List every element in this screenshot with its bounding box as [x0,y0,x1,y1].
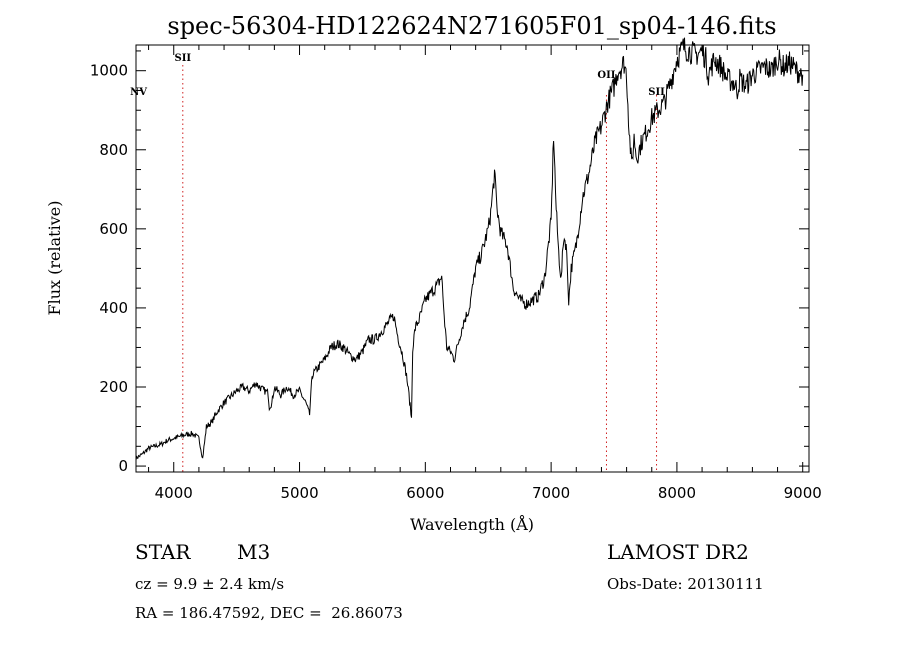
x-tick-label: 9000 [784,484,822,502]
coords-text: RA = 186.47592, DEC = 26.86073 [135,604,403,622]
object-label: STAR [135,540,191,564]
line-marker-label: OII [597,70,615,81]
y-tick-label: 800 [99,141,128,159]
y-tick-label: 1000 [90,62,128,80]
x-tick-label: 7000 [532,484,570,502]
y-tick-label: 400 [99,299,128,317]
x-tick-label: 4000 [155,484,193,502]
y-tick-label: 0 [118,457,128,475]
emission-lines: NV SII OII SII [130,53,665,472]
subclass-label: M3 [237,540,271,564]
plot-frame [135,44,810,473]
y-tick-label: 600 [99,220,128,238]
obs-date-text: Obs-Date: 20130111 [607,575,764,593]
y-tick-label: 200 [99,378,128,396]
survey-label: LAMOST DR2 [607,540,749,564]
axis-ticks: 4000 5000 6000 7000 8000 9000 0 200 400 600 800 100… [90,45,822,502]
x-tick-label: 8000 [658,484,696,502]
line-marker-label: SII [648,87,665,98]
spectrum-line [135,37,804,461]
chart-title: spec-56304-HD122624N271605F01_sp04-146.f… [167,12,776,40]
x-tick-label: 5000 [280,484,318,502]
line-marker-label: SII [175,53,192,64]
x-axis-label: Wavelength (Å) [410,514,534,534]
cz-text: cz = 9.9 ± 2.4 km/s [135,575,285,593]
y-axis-label: Flux (relative) [45,201,64,316]
line-marker-label: NV [130,87,147,98]
x-tick-label: 6000 [406,484,444,502]
